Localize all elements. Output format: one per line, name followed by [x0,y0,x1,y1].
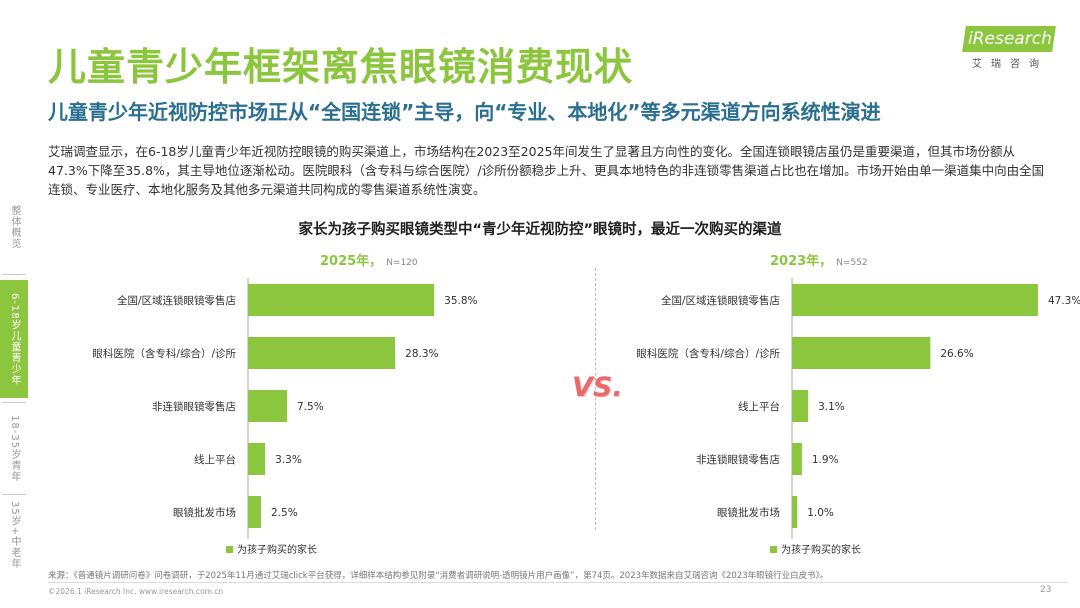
logo-text: iResearch [968,29,1052,49]
data-label: 1.0% [807,507,834,519]
legend-label: 为孩子购买的家长 [237,543,317,556]
panel-2023-header: 2023年， N=552 [770,250,868,269]
data-label: 1.9% [812,454,839,466]
vs-label: VS. [572,372,623,403]
category-label: 线上平台 [738,400,780,413]
legend-label: 为孩子购买的家长 [781,543,861,556]
footer-divider [48,582,1068,583]
legend-swatch [770,546,777,553]
data-label: 28.3% [405,348,438,360]
bar [248,337,396,369]
category-label: 全国/区域连锁眼镜零售店 [117,294,236,307]
bar [792,337,931,369]
page-title: 儿童青少年框架离焦眼镜消费现状 [48,45,634,89]
sidebar-item-6-18[interactable]: 6-18岁儿童青少年 [0,280,28,398]
intro-paragraph: 艾瑞调查显示，在6-18岁儿童青少年近视防控眼镜的购买渠道上，市场结构在2023… [48,144,1045,197]
source-note: 来源：《普通镜片调研问卷》问卷调研，于2025年11月通过艾瑞click平台获得… [48,571,829,581]
sidebar-item-18-35[interactable]: 18-35岁青年 [0,408,28,490]
sidebar-item-label: 18-35岁青年 [9,415,20,483]
data-label: 2.5% [271,507,298,519]
sidebar-item-label: 6-18岁儿童青少年 [9,292,20,386]
bar [248,443,266,475]
bar [792,443,802,475]
bar [248,496,261,528]
panel-2025-sample-size: N=120 [386,258,418,268]
page-subtitle: 儿童青少年近视防控市场正从“全国连锁”主导，向“专业、本地化”等多元渠道方向系统… [48,100,881,124]
sidebar-item-35plus[interactable]: 35岁+中老年 [0,500,28,570]
iresearch-logo: iResearch 艾瑞咨询 [958,24,1056,70]
bar [792,496,798,528]
data-label: 26.6% [940,348,973,360]
category-label: 非连锁眼镜零售店 [152,400,236,413]
bar [248,390,287,422]
category-label: 眼镜批发市场 [173,506,236,519]
panel-2025-label: 2025年， [320,254,383,269]
panel-divider [595,268,596,530]
data-label: 47.3% [1048,295,1080,307]
sidebar-item-label: 35岁+中老年 [9,500,20,570]
copyright: ©2026.1 iResearch Inc. www.iresearch.com… [48,587,224,596]
chart-title: 家长为孩子购买眼镜类型中“青少年近视防控”眼镜时，最近一次购买的渠道 [298,222,782,238]
sidebar-item-overview[interactable]: 整体概览 [0,184,28,270]
bar [248,284,435,316]
page-number: 23 [1040,585,1052,595]
sidebar-divider [2,402,26,403]
category-label: 线上平台 [194,453,236,466]
data-label: 3.1% [818,401,845,413]
data-label: 7.5% [297,401,324,413]
panel-2025-header: 2025年， N=120 [320,250,418,269]
category-label: 全国/区域连锁眼镜零售店 [661,294,780,307]
sidebar-divider [2,494,26,495]
category-label: 非连锁眼镜零售店 [696,453,780,466]
data-label: 35.8% [444,295,477,307]
category-label: 眼镜批发市场 [717,506,780,519]
category-label: 眼科医院（含专科/综合）/诊所 [92,347,236,360]
panel-2023-label: 2023年， [770,254,833,269]
legend-swatch [226,546,233,553]
logo-cn-text: 艾瑞咨询 [972,59,1048,70]
bar [792,390,809,422]
bar [792,284,1038,316]
data-label: 3.3% [275,454,302,466]
sidebar-divider [2,274,26,275]
panel-2023-sample-size: N=552 [836,258,868,268]
sidebar-item-label: 整体概览 [9,205,20,249]
category-label: 眼科医院（含专科/综合）/诊所 [636,347,780,360]
